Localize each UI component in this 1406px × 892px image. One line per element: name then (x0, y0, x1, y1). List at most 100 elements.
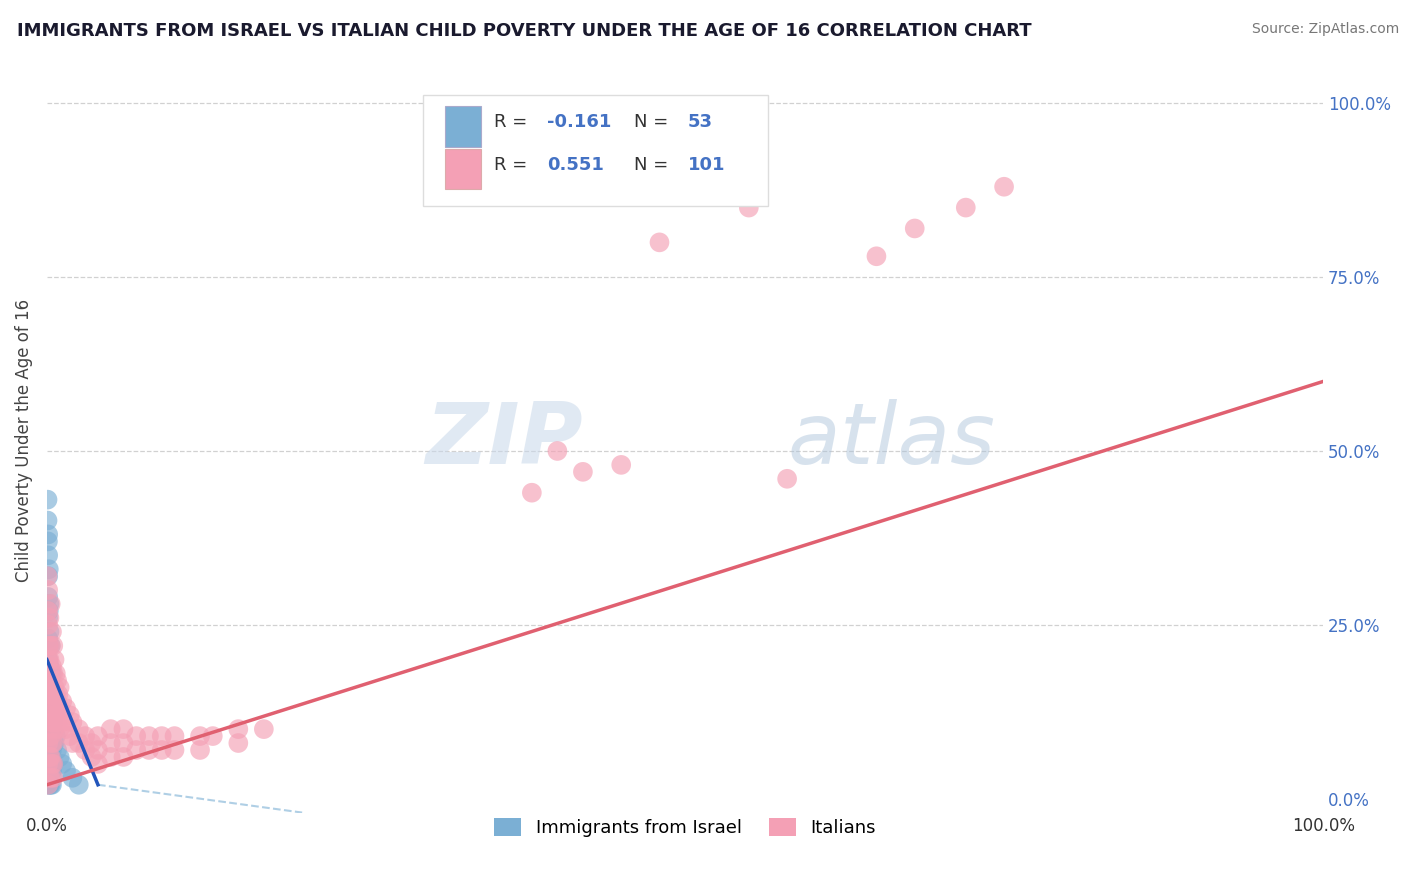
Point (150, 729, 173, 743)
Point (75, 743, 97, 757)
Point (41, 659, 63, 673)
Point (37, 527, 59, 541)
Point (51, 715, 73, 730)
Point (38, 722, 60, 736)
Point (38, 639, 60, 653)
Point (37, 652, 59, 666)
Point (41, 736, 63, 750)
Point (253, 722, 276, 736)
Point (41, 743, 63, 757)
Point (39, 597, 62, 611)
Point (648, 235, 671, 250)
Point (41, 715, 63, 730)
Point (42, 756, 65, 771)
Point (138, 743, 160, 757)
Point (163, 729, 186, 743)
Point (42, 666, 65, 681)
Point (42, 715, 65, 730)
Point (37, 708, 59, 723)
Point (776, 472, 799, 486)
Point (39, 722, 62, 736)
Point (55, 701, 77, 715)
Point (44, 652, 66, 666)
Text: R =: R = (494, 155, 533, 174)
Point (42, 736, 65, 750)
Point (41, 722, 63, 736)
Point (37, 604, 59, 618)
Point (904, 221, 927, 235)
Point (45, 666, 67, 681)
FancyBboxPatch shape (423, 95, 768, 206)
Point (62, 736, 84, 750)
Point (38, 562, 60, 576)
Text: 0.551: 0.551 (547, 155, 605, 174)
Point (188, 743, 211, 757)
Point (44, 708, 66, 723)
Point (75, 729, 97, 743)
Point (45, 687, 67, 701)
Point (51, 694, 73, 708)
Text: N =: N = (634, 155, 673, 174)
Point (46, 694, 69, 708)
Text: 53: 53 (688, 113, 713, 131)
Point (37, 681, 59, 695)
Point (112, 750, 135, 764)
Text: IMMIGRANTS FROM ISRAEL VS ITALIAN CHILD POVERTY UNDER THE AGE OF 16 CORRELATION : IMMIGRANTS FROM ISRAEL VS ITALIAN CHILD … (17, 22, 1032, 40)
Point (38, 681, 60, 695)
Point (44, 681, 66, 695)
Point (41, 778, 63, 792)
Point (39, 729, 62, 743)
Point (37, 514, 59, 528)
Point (37, 617, 59, 632)
Point (48, 708, 70, 723)
Point (37, 492, 59, 507)
Point (59, 708, 82, 723)
Point (125, 743, 148, 757)
Point (125, 729, 148, 743)
Point (67, 736, 90, 750)
Point (42, 639, 65, 653)
Point (100, 722, 122, 736)
Point (48, 722, 70, 736)
Point (55, 764, 77, 778)
Point (572, 465, 595, 479)
Point (100, 736, 122, 750)
Point (150, 743, 173, 757)
Point (38, 611, 60, 625)
Point (39, 666, 62, 681)
Point (610, 458, 633, 472)
Point (38, 624, 60, 639)
Point (39, 673, 62, 688)
Point (51, 756, 73, 771)
Point (48, 681, 70, 695)
Point (38, 736, 60, 750)
Point (38, 652, 60, 666)
Point (44, 722, 66, 736)
Text: N =: N = (634, 113, 673, 131)
Bar (446, 148, 481, 189)
Point (37, 534, 59, 549)
Point (37, 632, 59, 646)
Point (80, 736, 103, 750)
Point (37, 778, 59, 792)
Point (62, 771, 84, 785)
Point (112, 736, 135, 750)
Text: -0.161: -0.161 (547, 113, 612, 131)
Point (39, 701, 62, 715)
Text: atlas: atlas (787, 399, 995, 482)
Y-axis label: Child Poverty Under the Age of 16: Child Poverty Under the Age of 16 (15, 299, 32, 582)
Point (955, 201, 977, 215)
Point (37, 582, 59, 597)
Point (45, 729, 67, 743)
Point (80, 750, 103, 764)
Text: ZIP: ZIP (425, 399, 583, 482)
Point (38, 687, 60, 701)
Point (37, 736, 59, 750)
Point (87, 756, 110, 771)
Point (42, 694, 65, 708)
Point (39, 694, 62, 708)
Point (48, 750, 70, 764)
Point (44, 701, 66, 715)
Point (41, 687, 63, 701)
Point (738, 201, 761, 215)
